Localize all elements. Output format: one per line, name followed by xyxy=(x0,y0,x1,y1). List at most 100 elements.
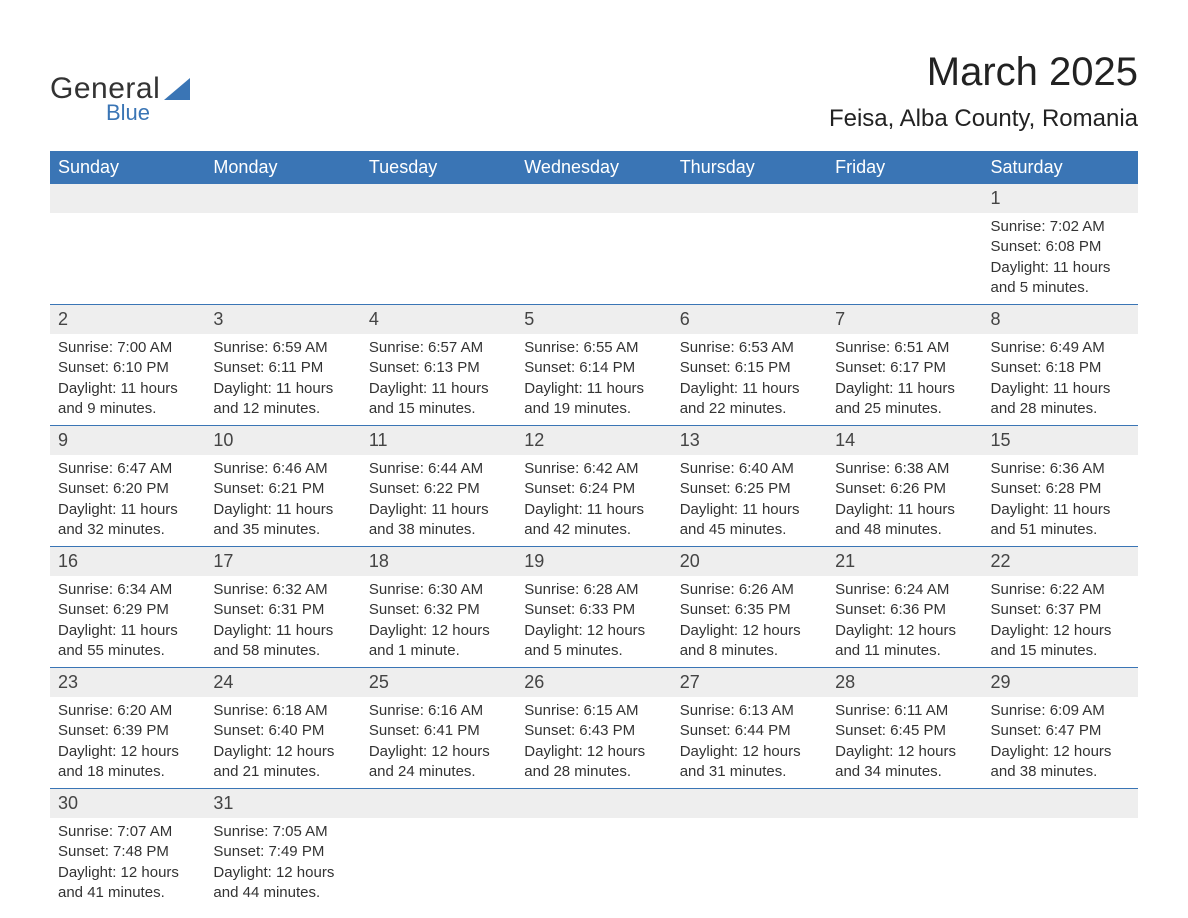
day-number-cell: 23 xyxy=(50,668,205,698)
week-daynum-row: 16171819202122 xyxy=(50,547,1138,577)
week-detail-row: Sunrise: 6:47 AMSunset: 6:20 PMDaylight:… xyxy=(50,455,1138,547)
day-sunrise: Sunrise: 6:13 AM xyxy=(680,701,819,721)
day-dl1: Daylight: 12 hours xyxy=(680,742,819,762)
day-sunset: Sunset: 6:43 PM xyxy=(524,721,663,741)
day-dl1: Daylight: 12 hours xyxy=(524,621,663,641)
day-dl1: Daylight: 12 hours xyxy=(991,621,1130,641)
day-dl2: and 38 minutes. xyxy=(369,520,508,540)
day-detail-cell: Sunrise: 6:46 AMSunset: 6:21 PMDaylight:… xyxy=(205,455,360,547)
brand-logo: General Blue xyxy=(50,74,196,124)
day-sunrise: Sunrise: 7:05 AM xyxy=(213,822,352,842)
week-detail-row: Sunrise: 6:20 AMSunset: 6:39 PM Daylight:… xyxy=(50,697,1138,789)
day-number-cell xyxy=(827,184,982,213)
day-dl1: Daylight: 11 hours xyxy=(58,621,197,641)
day-detail-cell: Sunrise: 6:32 AMSunset: 6:31 PMDaylight:… xyxy=(205,576,360,668)
day-detail-cell xyxy=(827,818,982,909)
day-detail-cell xyxy=(983,818,1138,909)
month-title: March 2025 xyxy=(829,50,1138,95)
day-dl1: Daylight: 11 hours xyxy=(524,379,663,399)
day-sunset: Sunset: 6:29 PM xyxy=(58,600,197,620)
week-detail-row: Sunrise: 7:07 AMSunset: 7:48 PMDaylight:… xyxy=(50,818,1138,909)
day-sunrise: Sunrise: 6:20 AM xyxy=(58,701,197,721)
day-sunset: Sunset: 6:11 PM xyxy=(213,358,352,378)
day-number-cell: 15 xyxy=(983,426,1138,456)
day-number-cell: 24 xyxy=(205,668,360,698)
day-sunrise: Sunrise: 6:22 AM xyxy=(991,580,1130,600)
day-detail-cell: Sunrise: 6:44 AMSunset: 6:22 PMDaylight:… xyxy=(361,455,516,547)
day-dl1: Daylight: 11 hours xyxy=(680,500,819,520)
day-sunset: Sunset: 6:10 PM xyxy=(58,358,197,378)
day-sunset: Sunset: 6:22 PM xyxy=(369,479,508,499)
day-dl1: Daylight: 12 hours xyxy=(213,742,352,762)
day-sunrise: Sunrise: 6:40 AM xyxy=(680,459,819,479)
week-detail-row: Sunrise: 7:00 AMSunset: 6:10 PMDaylight:… xyxy=(50,334,1138,426)
day-dl2: and 18 minutes. xyxy=(58,762,197,782)
day-detail-cell: Sunrise: 6:59 AMSunset: 6:11 PMDaylight:… xyxy=(205,334,360,426)
day-detail-cell: Sunrise: 6:09 AMSunset: 6:47 PMDaylight:… xyxy=(983,697,1138,789)
day-detail-cell: Sunrise: 6:53 AMSunset: 6:15 PMDaylight:… xyxy=(672,334,827,426)
day-sunset: Sunset: 6:21 PM xyxy=(213,479,352,499)
day-sunset: Sunset: 6:39 PM xyxy=(58,721,197,741)
day-dl2: and 9 minutes. xyxy=(58,399,197,419)
day-detail-cell: Sunrise: 6:15 AMSunset: 6:43 PMDaylight:… xyxy=(516,697,671,789)
day-dl1: Daylight: 11 hours xyxy=(835,379,974,399)
day-sunrise: Sunrise: 6:24 AM xyxy=(835,580,974,600)
day-number-cell: 31 xyxy=(205,789,360,819)
day-sunset: Sunset: 6:08 PM xyxy=(991,237,1130,257)
day-sunset: Sunset: 6:44 PM xyxy=(680,721,819,741)
day-number-cell: 8 xyxy=(983,305,1138,335)
day-dl1: Daylight: 12 hours xyxy=(369,742,508,762)
week-daynum-row: 3031 xyxy=(50,789,1138,819)
day-number-cell xyxy=(50,184,205,213)
day-sunrise: Sunrise: 6:26 AM xyxy=(680,580,819,600)
day-detail-cell: Sunrise: 6:42 AMSunset: 6:24 PMDaylight:… xyxy=(516,455,671,547)
day-detail-cell: Sunrise: 6:18 AMSunset: 6:40 PMDaylight:… xyxy=(205,697,360,789)
day-sunset: Sunset: 6:28 PM xyxy=(991,479,1130,499)
week-detail-row: Sunrise: 7:02 AMSunset: 6:08 PMDaylight:… xyxy=(50,213,1138,305)
day-dl1: Daylight: 11 hours xyxy=(58,500,197,520)
day-number-cell: 30 xyxy=(50,789,205,819)
day-sunset: Sunset: 6:18 PM xyxy=(991,358,1130,378)
day-dl2: and 48 minutes. xyxy=(835,520,974,540)
day-detail-cell: Sunrise: 6:13 AMSunset: 6:44 PMDaylight:… xyxy=(672,697,827,789)
day-dl2: and 22 minutes. xyxy=(680,399,819,419)
day-sunrise: Sunrise: 6:55 AM xyxy=(524,338,663,358)
day-dl2: and 45 minutes. xyxy=(680,520,819,540)
day-dl1: Daylight: 12 hours xyxy=(524,742,663,762)
day-number-cell: 7 xyxy=(827,305,982,335)
day-sunrise: Sunrise: 6:32 AM xyxy=(213,580,352,600)
day-number-cell xyxy=(827,789,982,819)
day-number-cell: 17 xyxy=(205,547,360,577)
day-number-cell: 20 xyxy=(672,547,827,577)
day-number-cell: 3 xyxy=(205,305,360,335)
day-number-cell: 18 xyxy=(361,547,516,577)
day-sunrise: Sunrise: 6:30 AM xyxy=(369,580,508,600)
location-subtitle: Feisa, Alba County, Romania xyxy=(829,105,1138,133)
day-detail-cell: Sunrise: 6:49 AMSunset: 6:18 PMDaylight:… xyxy=(983,334,1138,426)
day-sunset: Sunset: 6:13 PM xyxy=(369,358,508,378)
day-dl2: and 44 minutes. xyxy=(213,883,352,903)
day-dl1: Daylight: 12 hours xyxy=(835,742,974,762)
day-sunrise: Sunrise: 6:59 AM xyxy=(213,338,352,358)
day-detail-cell: Sunrise: 6:38 AMSunset: 6:26 PMDaylight:… xyxy=(827,455,982,547)
day-detail-cell xyxy=(361,818,516,909)
day-sunrise: Sunrise: 6:36 AM xyxy=(991,459,1130,479)
day-dl2: and 42 minutes. xyxy=(524,520,663,540)
week-detail-row: Sunrise: 6:34 AMSunset: 6:29 PMDaylight:… xyxy=(50,576,1138,668)
day-number-cell: 6 xyxy=(672,305,827,335)
day-dl1: Daylight: 12 hours xyxy=(680,621,819,641)
col-wednesday: Wednesday xyxy=(516,151,671,184)
day-dl1: Daylight: 11 hours xyxy=(835,500,974,520)
day-sunrise: Sunrise: 6:51 AM xyxy=(835,338,974,358)
day-detail-cell: Sunrise: 6:16 AMSunset: 6:41 PMDaylight:… xyxy=(361,697,516,789)
day-dl1: Daylight: 12 hours xyxy=(835,621,974,641)
day-number-cell: 29 xyxy=(983,668,1138,698)
day-sunset: Sunset: 6:33 PM xyxy=(524,600,663,620)
day-dl2: and 55 minutes. xyxy=(58,641,197,661)
day-detail-cell xyxy=(516,818,671,909)
day-sunrise: Sunrise: 6:28 AM xyxy=(524,580,663,600)
day-sunrise: Sunrise: 6:53 AM xyxy=(680,338,819,358)
day-detail-cell: Sunrise: 7:05 AMSunset: 7:49 PMDaylight:… xyxy=(205,818,360,909)
day-sunrise: Sunrise: 6:38 AM xyxy=(835,459,974,479)
day-detail-cell: Sunrise: 6:55 AMSunset: 6:14 PMDaylight:… xyxy=(516,334,671,426)
